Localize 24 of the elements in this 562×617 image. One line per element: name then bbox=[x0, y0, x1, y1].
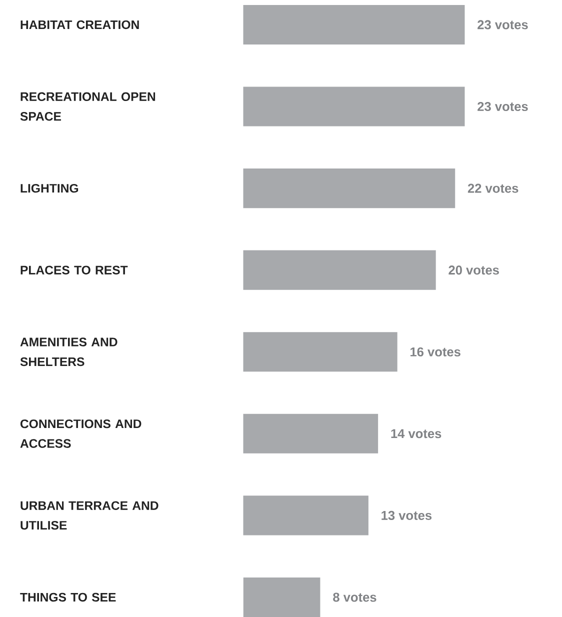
y-tick-label: CONNECTIONS AND ACCESS bbox=[20, 419, 142, 448]
y-tick-label: THINGS TO SEE bbox=[20, 592, 116, 602]
bar bbox=[243, 250, 436, 290]
y-tick-label: RECREATIONAL OPEN SPACE bbox=[20, 92, 156, 121]
data-label: 23 votes bbox=[478, 20, 528, 30]
y-tick-label: LIGHTING bbox=[20, 184, 78, 193]
bar bbox=[243, 332, 398, 372]
data-label: 23 votes bbox=[478, 102, 528, 112]
bar bbox=[243, 168, 456, 208]
bar bbox=[243, 577, 320, 617]
data-label: 20 votes bbox=[448, 266, 500, 275]
bar bbox=[243, 414, 378, 454]
bar bbox=[243, 4, 465, 44]
y-tick-label: AMENITIES AND SHELTERS bbox=[20, 338, 118, 366]
data-label: 22 votes bbox=[468, 184, 518, 193]
data-label: 8 votes bbox=[333, 592, 376, 602]
y-tick-label: PLACES TO REST bbox=[20, 266, 128, 274]
data-label: 16 votes bbox=[410, 347, 461, 356]
data-label: 14 votes bbox=[391, 429, 442, 438]
bar bbox=[243, 496, 369, 536]
y-tick-label: HABITAT CREATION bbox=[20, 20, 140, 30]
y-tick-label: URBAN TERRACE AND UTILISE bbox=[20, 501, 158, 530]
bar bbox=[243, 86, 465, 126]
data-label: 13 votes bbox=[382, 510, 432, 520]
